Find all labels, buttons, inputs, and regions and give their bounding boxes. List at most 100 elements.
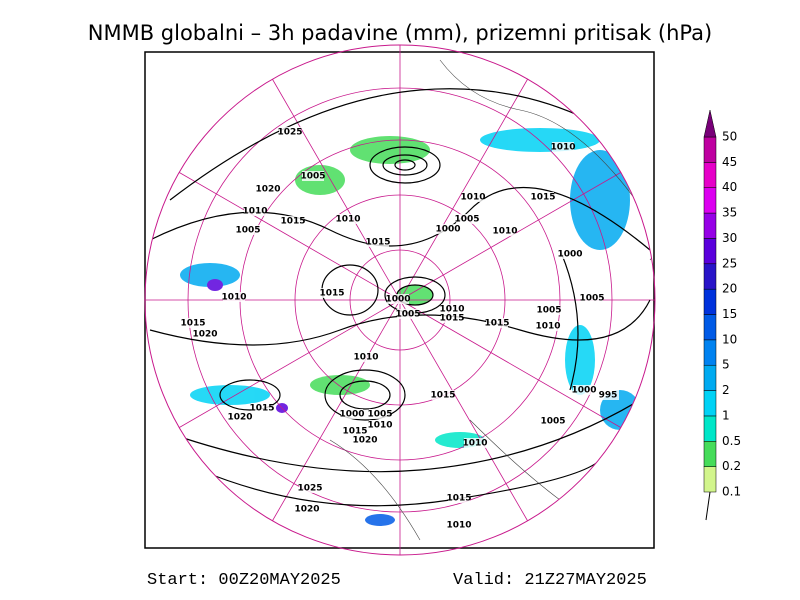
- isobar-label: 1005: [367, 410, 392, 420]
- isobar-label: 1010: [492, 227, 517, 237]
- colorbar-band: [703, 314, 717, 341]
- isobar-label-bg: [223, 292, 245, 302]
- start-time: Start: 00Z20MAY2025: [147, 571, 341, 590]
- colorbar-label: 5: [722, 358, 730, 372]
- title: NMMB globalni – 3h padavine (mm), prizem…: [88, 21, 712, 45]
- isobar-label-bg: [387, 294, 409, 304]
- isobar-label-bg: [182, 318, 204, 328]
- colorbar-label: 15: [722, 307, 737, 321]
- isobar-label-bg: [397, 309, 419, 319]
- isobar-label: 1015: [280, 217, 305, 227]
- isobar-label-bg: [369, 409, 391, 419]
- colorbar-band: [703, 212, 717, 239]
- isobar-label-bg: [251, 403, 273, 413]
- colorbar-band: [703, 441, 717, 467]
- colorbar-band: [703, 364, 717, 391]
- isobar-label-bg: [441, 304, 463, 314]
- isobar-label-bg: [302, 171, 324, 181]
- isobar-label-bg: [486, 318, 508, 328]
- isobar-label: 1025: [277, 128, 302, 138]
- isobar-label: 1005: [536, 306, 561, 316]
- isobar-label: 1015: [430, 391, 455, 401]
- isobar-label: 1015: [180, 319, 205, 329]
- isobar-label: 1005: [540, 417, 565, 427]
- isobar-label-bg: [257, 184, 279, 194]
- isobar-label: 995: [599, 391, 618, 401]
- isobar-label-bg: [282, 216, 304, 226]
- isobar-label: 1010: [462, 439, 487, 449]
- isobar-label-bg: [229, 412, 251, 422]
- colorbar-label: 0.1: [722, 485, 741, 499]
- colorbar-band: [703, 288, 717, 315]
- isobar-label-bg: [355, 352, 377, 362]
- isobar-label-bg: [441, 313, 463, 323]
- isobar-label: 1000: [435, 225, 460, 235]
- isobar-label: 1015: [365, 238, 390, 248]
- colorbar-label: 25: [722, 256, 737, 270]
- isobar-label: 1015: [484, 319, 509, 329]
- isobar-label-bg: [244, 206, 266, 216]
- colorbar-band: [703, 390, 717, 417]
- isobar-label-bg: [296, 504, 318, 514]
- isobar-label: 1000: [571, 386, 596, 396]
- isobar-label: 1010: [550, 143, 575, 153]
- colorbar-top: [703, 109, 717, 138]
- isobar-label-bg: [194, 329, 216, 339]
- isobar-label: 1015: [446, 494, 471, 504]
- isobar-label: 1005: [579, 294, 604, 304]
- isobar-label-bg: [532, 192, 554, 202]
- isobar-label-bg: [448, 520, 470, 530]
- isobar-label-bg: [369, 420, 391, 430]
- isobar-label: 1020: [294, 505, 319, 515]
- isobar-label: 1010: [353, 353, 378, 363]
- colorbar-band: [703, 339, 717, 366]
- colorbar-label: 20: [722, 282, 737, 296]
- colorbar-label: 1: [722, 408, 730, 422]
- isobar-label-bg: [448, 493, 470, 503]
- isobar-label: 1020: [227, 413, 252, 423]
- isobar-label-bg: [354, 435, 376, 445]
- colorbar-label: 0.5: [722, 434, 741, 448]
- isobar-label-bg: [597, 390, 619, 400]
- isobar-label-bg: [538, 305, 560, 315]
- isobar-label: 1020: [352, 436, 377, 446]
- isobar-label-bg: [237, 225, 259, 235]
- isobar-label-bg: [494, 226, 516, 236]
- colorbar-band: [703, 187, 717, 214]
- isobar-label-bg: [367, 237, 389, 247]
- colorbar-label: 30: [722, 231, 737, 245]
- colorbar-label: 0.2: [722, 459, 741, 473]
- isobar-label: 1005: [454, 215, 479, 225]
- isobar-label: 1010: [446, 521, 471, 531]
- isobar-label: 1020: [255, 185, 280, 195]
- colorbar-tail: [705, 491, 711, 521]
- isobar-label: 1010: [242, 207, 267, 217]
- colorbar-band: [703, 263, 717, 290]
- isobar-label: 1015: [530, 193, 555, 203]
- colorbar-band: [703, 238, 717, 265]
- isobar-label: 1010: [335, 215, 360, 225]
- colorbar-label: 10: [722, 332, 737, 346]
- colorbar-label: 2: [722, 383, 730, 397]
- isobar-label: 1015: [439, 314, 464, 324]
- isobar-label: 1010: [460, 193, 485, 203]
- isobar-label-bg: [537, 321, 559, 331]
- isobar-label-bg: [432, 390, 454, 400]
- colorbar-band: [703, 466, 717, 493]
- colorbar-label: 40: [722, 180, 737, 194]
- valid-time: Valid: 21Z27MAY2025: [453, 571, 647, 590]
- isobar-label-bg: [437, 224, 459, 234]
- isobar-label-bg: [341, 409, 363, 419]
- isobar-label: 1000: [557, 250, 582, 260]
- isobar-label-bg: [321, 288, 343, 298]
- isobar-label: 1010: [221, 293, 246, 303]
- colorbar-band: [703, 415, 717, 442]
- isobar-label: 1010: [535, 322, 560, 332]
- isobar-label-bg: [542, 416, 564, 426]
- colorbar-band: [703, 136, 717, 163]
- isobar-label: 1010: [367, 421, 392, 431]
